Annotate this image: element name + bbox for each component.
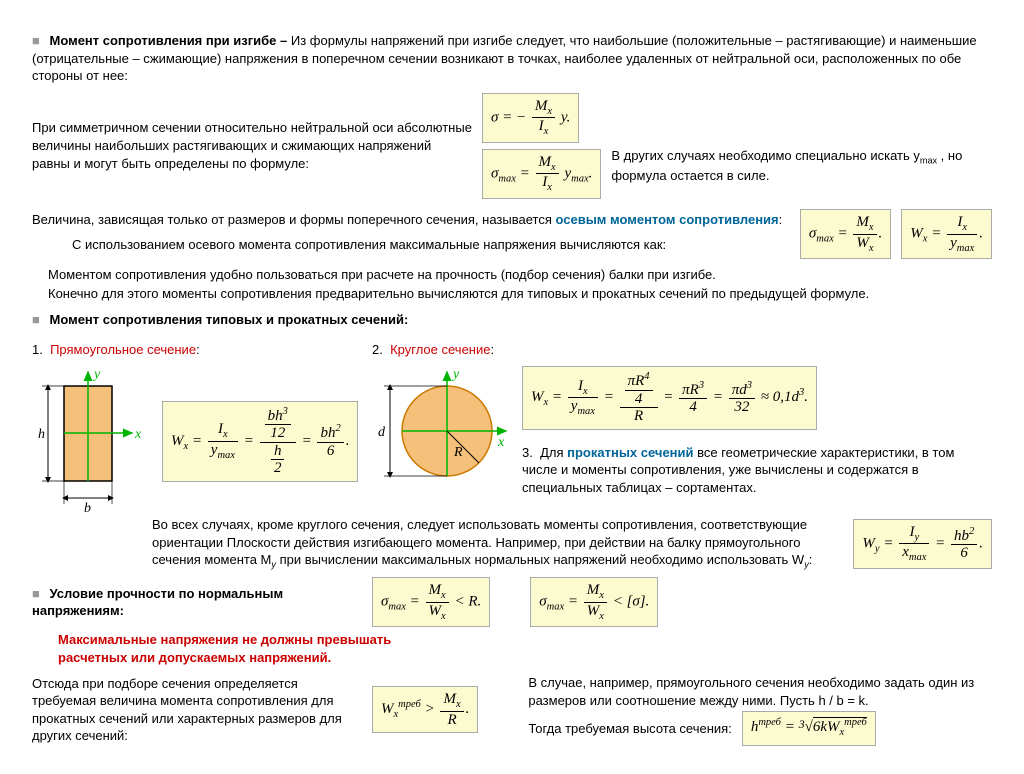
rolled-text: 3. Для прокатных сечений все геометричес… (522, 444, 992, 497)
intro-paragraph: ■ Момент сопротивления при изгибе – Из ф… (32, 32, 992, 85)
svg-text:x: x (497, 435, 505, 450)
circ-title: 2. Круглое сечение: (372, 341, 992, 359)
s4-note: Во всех случаях, кроме круглого сечения,… (152, 516, 843, 571)
s5-title: Условие прочности по нормальным напряжен… (32, 586, 283, 619)
note-row: Во всех случаях, кроме круглого сечения,… (32, 516, 992, 571)
formula-cond-sigma: σmax = MxWx < [σ]. (530, 577, 658, 627)
svg-text:y: y (451, 367, 460, 382)
s5-t2: В случае, например, прямоугольного сечен… (528, 674, 992, 709)
formula-htreb: hтреб = 3√6kWxтреб (742, 711, 876, 745)
formula-wy: Wy = Iyxmax = hb26. (853, 519, 992, 569)
s4-title: Момент сопротивления типовых и прокатных… (49, 312, 408, 327)
circle-diagram: y x R d (372, 366, 512, 496)
s5-right: В случае, например, прямоугольного сечен… (488, 674, 992, 745)
formula-sigma-max: σmax = MxIx ymax. (482, 149, 601, 199)
bullet-icon: ■ (32, 33, 40, 48)
row-sigma: При симметричном сечении относительно не… (32, 93, 992, 199)
final-row: Отсюда при подборе сечения определяется … (32, 674, 992, 745)
formula-wtreb: Wxтреб > MxR. (372, 686, 478, 733)
svg-text:h: h (38, 427, 45, 442)
strength-row: ■ Условие прочности по нормальным напряж… (32, 577, 992, 627)
svg-text:y: y (92, 367, 101, 382)
s4-title-row: ■ Момент сопротивления типовых и прокатн… (32, 311, 992, 329)
s3-t3: Моментом сопротивления удобно пользовать… (48, 266, 992, 284)
s1-title: Момент сопротивления при изгибе – (49, 33, 287, 48)
formula-rect: Wx = Ixymax = bh312h2 = bh26. (162, 401, 358, 482)
svg-text:b: b (84, 501, 91, 516)
s3-t2: С использованием осевого момента сопроти… (72, 236, 790, 254)
s3-t4: Конечно для этого моменты сопротивления … (48, 285, 992, 303)
rect-diagram: y x h b (32, 366, 152, 516)
formula-circle: Wx = Ixymax = πR44R = πR34 = πd332 ≈ 0,1… (522, 366, 817, 430)
s2-text: При симметричном сечении относительно не… (32, 119, 472, 172)
s2-note: В других случаях необходимо специально и… (611, 107, 992, 184)
svg-text:d: d (378, 425, 386, 440)
row-wx: Величина, зависящая только от размеров и… (32, 207, 992, 262)
formula-sigma-wx: σmax = MxWx. (800, 209, 891, 259)
sections-row: 1. Прямоугольное сечение: y x h (32, 337, 992, 517)
s5-t1: Отсюда при подборе сечения определяется … (32, 675, 362, 745)
bullet-icon-2: ■ (32, 312, 40, 327)
formula-wx: Wx = Ixymax. (901, 209, 992, 259)
svg-text:R: R (453, 445, 463, 460)
s5-title-row: ■ Условие прочности по нормальным напряж… (32, 585, 362, 620)
s3-t1: Величина, зависящая только от размеров и… (32, 211, 790, 229)
s5-t3: Тогда требуемая высота сечения: (528, 720, 731, 738)
bullet-icon-3: ■ (32, 586, 40, 601)
s5-red: Максимальные напряжения не должны превыш… (58, 631, 418, 666)
rect-title: 1. Прямоугольное сечение: (32, 341, 362, 359)
formula-cond-r: σmax = MxWx < R. (372, 577, 490, 627)
svg-text:x: x (134, 427, 142, 442)
formula-sigma: σ = − MxIx y. (482, 93, 579, 143)
